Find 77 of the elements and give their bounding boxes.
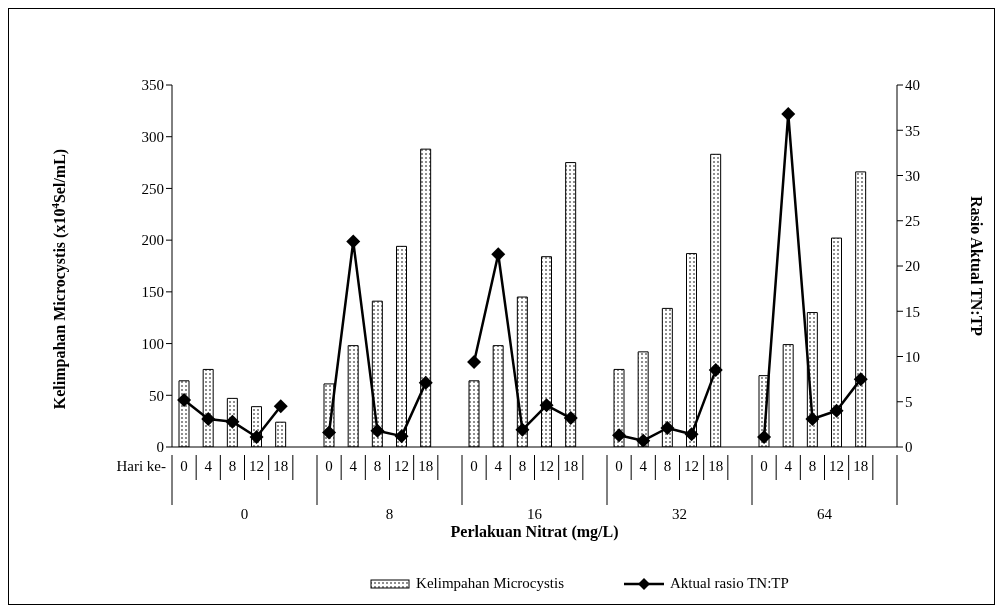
text: 32 bbox=[672, 506, 687, 522]
y-tick-label: 350 bbox=[141, 77, 164, 94]
point bbox=[177, 392, 192, 407]
x-tick-label: 8 bbox=[518, 458, 527, 474]
x-tick-label: 8 bbox=[373, 458, 382, 474]
x-tick-label: 18 bbox=[853, 458, 869, 474]
point bbox=[249, 430, 264, 445]
point bbox=[539, 398, 554, 413]
point bbox=[346, 234, 361, 249]
x-tick-label: 4 bbox=[349, 458, 358, 474]
x-tick-label: 18 bbox=[418, 458, 434, 474]
y2-tick-label: 20 bbox=[905, 258, 920, 275]
x-tick-label: 4 bbox=[784, 458, 793, 474]
point bbox=[805, 411, 820, 426]
x-tick-label: 12 bbox=[684, 458, 700, 474]
y2-tick-label: 40 bbox=[905, 77, 920, 94]
x-tick-label: 0 bbox=[760, 458, 768, 474]
point bbox=[467, 354, 482, 369]
text: 0 bbox=[240, 506, 249, 522]
x-tick-label: 4 bbox=[639, 458, 648, 474]
x-tick-label: 18 bbox=[273, 458, 289, 474]
y2-tick-label: 35 bbox=[905, 122, 920, 139]
x-tick-label: 0 bbox=[325, 458, 333, 474]
point bbox=[708, 363, 723, 378]
y2-axis-title: Rasio Aktual TN:TP bbox=[968, 195, 986, 337]
x-tick-label: 8 bbox=[808, 458, 817, 474]
point bbox=[491, 247, 506, 262]
point bbox=[781, 106, 796, 121]
point bbox=[563, 411, 578, 426]
text: 8 bbox=[385, 506, 394, 522]
x-tick-label: 0 bbox=[180, 458, 188, 474]
point bbox=[418, 375, 433, 390]
y-tick-label: 300 bbox=[141, 129, 164, 146]
x-tick-label: 4 bbox=[204, 458, 213, 474]
point bbox=[636, 433, 651, 447]
x-tick-label: 12 bbox=[829, 458, 845, 474]
y-tick-label: 100 bbox=[141, 335, 164, 352]
point bbox=[684, 427, 699, 442]
point bbox=[757, 430, 772, 445]
point bbox=[225, 414, 240, 429]
point bbox=[273, 399, 288, 414]
point bbox=[322, 425, 337, 440]
point bbox=[853, 372, 868, 387]
x-axis-title: Perlakuan Nitrat (mg/L) bbox=[450, 523, 619, 541]
point bbox=[370, 423, 385, 438]
x-tick-label: 0 bbox=[470, 458, 478, 474]
y-tick-label: 200 bbox=[141, 232, 164, 249]
point bbox=[660, 421, 675, 435]
text: 16 bbox=[527, 506, 543, 522]
y-tick-label: 0 bbox=[156, 439, 164, 456]
y-tick-label: 250 bbox=[141, 180, 164, 197]
x-tick-label: 12 bbox=[249, 458, 265, 474]
text: Hari ke- bbox=[116, 458, 166, 474]
y2-tick-label: 15 bbox=[905, 303, 920, 320]
y2-tick-label: 30 bbox=[905, 167, 920, 184]
x-tick-label: 18 bbox=[708, 458, 724, 474]
legend-label: Kelimpahan Microcystis bbox=[416, 575, 564, 592]
point bbox=[201, 411, 216, 426]
x-tick-label: 8 bbox=[228, 458, 237, 474]
point bbox=[515, 422, 530, 437]
x-tick-label: 12 bbox=[539, 458, 555, 474]
x-tick-label: 8 bbox=[663, 458, 672, 474]
y2-tick-label: 0 bbox=[905, 439, 913, 456]
point bbox=[829, 403, 844, 418]
x-tick-label: 18 bbox=[563, 458, 579, 474]
x-tick-label: 0 bbox=[615, 458, 623, 474]
y2-tick-label: 25 bbox=[905, 213, 920, 230]
y-tick-label: 150 bbox=[141, 284, 164, 301]
y-tick-label: 50 bbox=[149, 387, 164, 404]
y2-tick-label: 10 bbox=[905, 348, 920, 365]
text: 64 bbox=[817, 506, 833, 522]
x-tick-label: 4 bbox=[494, 458, 503, 474]
legend-label: Aktual rasio TN:TP bbox=[670, 575, 789, 592]
y2-tick-label: 5 bbox=[905, 394, 913, 411]
point bbox=[612, 428, 627, 443]
point bbox=[394, 429, 409, 444]
x-tick-label: 12 bbox=[394, 458, 410, 474]
